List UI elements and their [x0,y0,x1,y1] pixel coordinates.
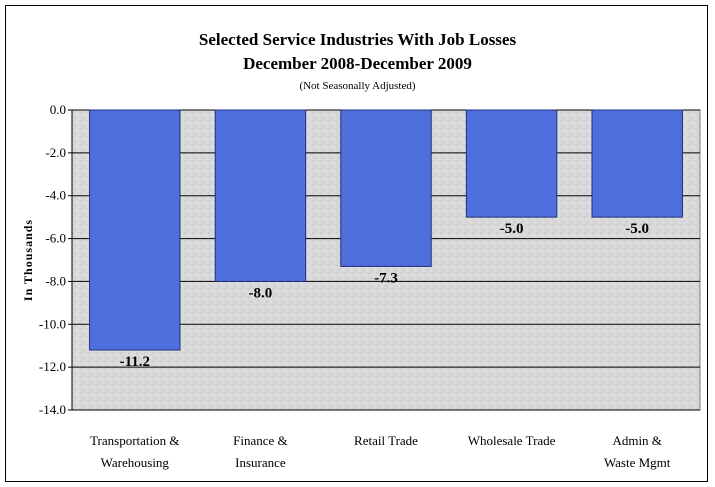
y-tick-label: -2.0 [45,145,66,160]
bar [465,109,558,218]
chart-title: Selected Service Industries With Job Los… [198,30,517,49]
y-tick-label: -10.0 [39,316,66,331]
y-tick-label: -8.0 [45,273,66,288]
data-label: -5.0 [500,221,524,237]
chart-subtitle: December 2008-December 2009 [243,54,472,73]
x-category-label-line: Admin & [612,433,662,448]
y-tick-label: -4.0 [45,188,66,203]
y-axis-label: In Thousands [21,219,35,301]
x-category-label-line: Wholesale Trade [467,433,556,448]
x-category-label: Retail Trade [321,430,451,452]
y-tick-label: 0.0 [50,102,66,117]
bar [214,109,307,282]
x-category-label-line: Finance & [233,433,288,448]
y-tick-label: -12.0 [39,359,66,374]
chart-note: (Not Seasonally Adjusted) [299,80,416,92]
x-category-label-line: Retail Trade [354,433,418,448]
bar [591,109,683,218]
data-label: -7.3 [374,270,398,286]
x-category-label: Finance & Insurance [195,430,325,474]
x-category-label: Transportation & Warehousing [70,430,200,474]
x-category-label: Admin & Waste Mgmt [572,430,702,474]
data-label: -11.2 [120,354,150,370]
y-tick-label: -14.0 [39,402,66,417]
x-category-label-line: Transportation & [90,433,180,448]
bar [340,109,432,267]
data-label: -5.0 [625,221,649,237]
x-category-label-line: Insurance [235,455,286,470]
x-category-label-line: Waste Mgmt [603,455,671,470]
x-category-label-line: Warehousing [100,455,169,470]
y-tick-label: -6.0 [45,231,66,246]
data-label: -8.0 [249,285,273,301]
bar [89,109,181,351]
x-category-label: Wholesale Trade [447,430,577,452]
